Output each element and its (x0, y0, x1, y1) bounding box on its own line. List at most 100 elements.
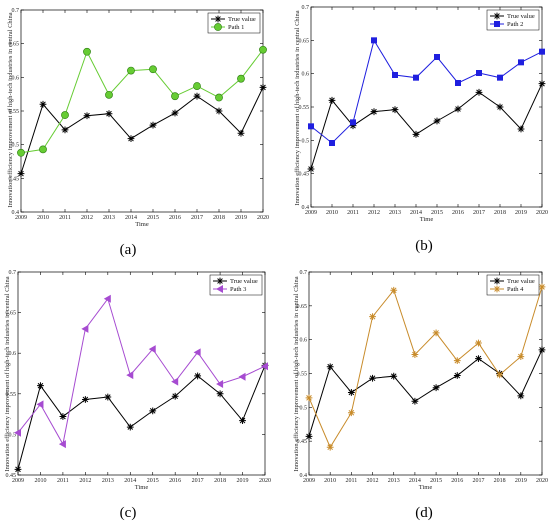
x-axis-label: Time (419, 484, 433, 491)
data-point (538, 80, 546, 88)
data-point (329, 140, 335, 146)
y-tick-label: 0.6 (12, 75, 20, 81)
y-tick-label: 0.4 (300, 473, 308, 479)
legend-item: True value (490, 12, 535, 20)
legend-item: True value (211, 15, 256, 23)
y-tick-label: 0.45 (297, 439, 308, 445)
data-point (148, 345, 156, 354)
data-point (539, 48, 545, 55)
legend-item: Path 4 (490, 285, 524, 293)
data-point (307, 165, 315, 173)
panel-label: (d) (415, 505, 433, 521)
data-point (127, 66, 135, 75)
x-tick-label: 2015 (431, 210, 443, 216)
series-path-1 (17, 45, 267, 157)
data-point (39, 145, 47, 154)
chart-panel-2: 0.4 0.45 0.5 0.55 0.6 0.65 0.7 2009 2010 2011 2012… (294, 5, 548, 254)
data-point (432, 329, 440, 337)
y-tick-label: 0.6 (9, 351, 17, 357)
data-point (127, 135, 135, 143)
x-tick-label: 2012 (81, 215, 93, 221)
x-tick-label: 2011 (347, 210, 359, 216)
legend-item: Path 2 (490, 21, 523, 28)
data-point (308, 123, 314, 130)
data-point (215, 107, 223, 115)
x-axis-label: Time (420, 216, 434, 223)
data-point (83, 47, 91, 56)
y-axis-label: Innovation efficiency improvement of hig… (293, 276, 300, 471)
y-tick-label: 0.55 (6, 392, 17, 398)
plot-frame (17, 271, 266, 476)
legend-label: True value (507, 278, 535, 285)
series-line (17, 365, 266, 470)
data-point (538, 346, 546, 354)
y-tick-label: 0.55 (9, 109, 20, 115)
data-point (434, 54, 440, 60)
data-point (126, 371, 134, 380)
y-axis-label: Innovation efficiency improvement of hig… (7, 12, 14, 207)
data-point (193, 92, 201, 100)
x-tick-label: 2018 (494, 478, 506, 484)
x-axis-label: Time (135, 221, 149, 228)
data-point (413, 74, 419, 81)
data-point (103, 294, 111, 303)
data-point (370, 108, 378, 116)
x-tick-label: 2014 (410, 210, 422, 216)
x-tick-label: 2020 (536, 478, 548, 484)
x-tick-label: 2013 (103, 215, 115, 221)
series-true-value (307, 80, 546, 173)
x-tick-label: 2018 (213, 215, 225, 221)
y-tick-label: 0.7 (9, 270, 17, 276)
panel-label: (c) (120, 505, 137, 521)
y-tick-label: 0.55 (299, 105, 310, 111)
y-tick-label: 0.5 (12, 143, 20, 149)
y-tick-label: 0.5 (9, 432, 17, 438)
data-point (14, 465, 22, 473)
data-point (433, 117, 441, 125)
y-tick-label: 0.65 (9, 42, 20, 48)
data-point (517, 392, 525, 400)
x-tick-label: 2012 (368, 210, 380, 216)
data-point (411, 351, 419, 358)
data-point (305, 394, 313, 402)
y-tick-label: 0.4 (302, 205, 310, 211)
data-point (390, 286, 398, 294)
legend-label: True value (230, 278, 258, 285)
data-point (171, 392, 179, 400)
chart-panel-4: 0.4 0.45 0.5 0.55 0.6 0.65 0.7 2009 2010 2011 2012… (293, 270, 548, 521)
data-point (411, 397, 419, 405)
data-point (326, 443, 334, 451)
data-point (239, 417, 246, 424)
y-tick-label: 0.6 (300, 338, 308, 344)
x-axis-label: Time (135, 484, 149, 491)
data-point (81, 324, 89, 333)
data-point (149, 407, 157, 415)
x-tick-label: 2019 (515, 210, 527, 216)
data-point (126, 423, 134, 431)
x-tick-label: 2019 (237, 478, 249, 484)
data-point (538, 283, 546, 291)
y-tick-label: 0.5 (300, 405, 308, 411)
data-point (39, 100, 47, 108)
x-tick-label: 2013 (388, 478, 400, 484)
data-point (238, 372, 246, 381)
x-tick-label: 2020 (536, 210, 548, 216)
plot-frame (20, 9, 264, 213)
data-point (61, 126, 69, 134)
data-point (216, 380, 224, 389)
data-point (369, 313, 376, 321)
data-point (496, 371, 504, 379)
series-true-value (17, 84, 267, 178)
data-point (390, 372, 398, 380)
plot-frame (308, 271, 543, 476)
series-line (17, 297, 266, 446)
x-tick-label: 2014 (125, 215, 137, 221)
x-tick-label: 2014 (409, 478, 421, 484)
x-tick-label: 2010 (34, 478, 46, 484)
data-point (432, 384, 440, 392)
y-tick-label: 0.65 (297, 304, 308, 310)
data-point (59, 413, 67, 420)
